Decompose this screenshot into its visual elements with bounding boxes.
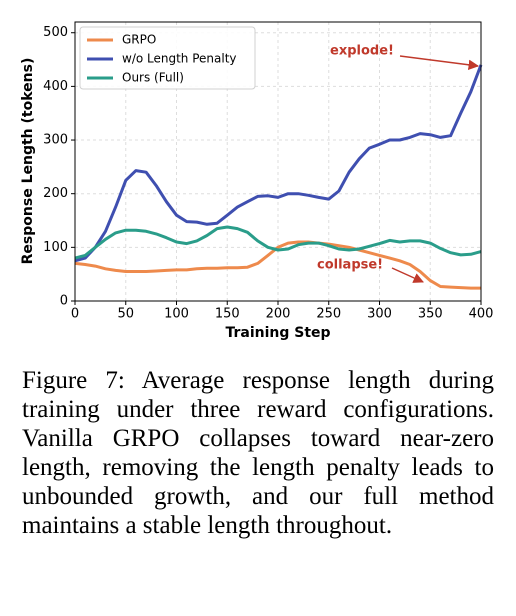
x-tick-label: 50 bbox=[117, 307, 134, 322]
y-axis-label: Response Length (tokens) bbox=[20, 58, 36, 265]
legend-label: w/o Length Penalty bbox=[122, 52, 237, 66]
y-tick-label: 0 bbox=[60, 294, 68, 309]
x-tick-label: 150 bbox=[215, 307, 240, 322]
x-tick-label: 0 bbox=[71, 307, 79, 322]
y-tick-label: 100 bbox=[43, 240, 68, 255]
annotation-arrow bbox=[399, 55, 480, 71]
annotation-arrow bbox=[391, 267, 424, 283]
y-tick-label: 400 bbox=[43, 79, 68, 94]
legend-label: GRPO bbox=[122, 33, 156, 47]
legend-box bbox=[79, 26, 256, 90]
y-tick-label: 300 bbox=[43, 133, 68, 148]
x-tick-label: 100 bbox=[164, 307, 189, 322]
y-tick-label: 200 bbox=[43, 186, 68, 201]
x-tick-label: 300 bbox=[367, 307, 392, 322]
x-tick-label: 250 bbox=[316, 307, 341, 322]
annotation: explode! bbox=[330, 44, 394, 59]
x-tick-label: 200 bbox=[266, 307, 291, 322]
series-line bbox=[74, 64, 483, 263]
figure-caption: Figure 7: Average response length during… bbox=[22, 367, 494, 539]
x-axis-label: Training Step bbox=[225, 325, 330, 341]
x-tick-label: 400 bbox=[469, 307, 494, 322]
x-tick-label: 350 bbox=[418, 307, 443, 322]
series-line bbox=[74, 240, 481, 290]
annotation: collapse! bbox=[317, 258, 383, 273]
legend-label: Ours (Full) bbox=[122, 71, 184, 85]
series-line bbox=[74, 225, 482, 260]
plot-frame bbox=[74, 21, 482, 302]
y-tick-label: 500 bbox=[43, 25, 68, 40]
chart: Training Step Response Length (tokens) 0… bbox=[20, 21, 494, 341]
